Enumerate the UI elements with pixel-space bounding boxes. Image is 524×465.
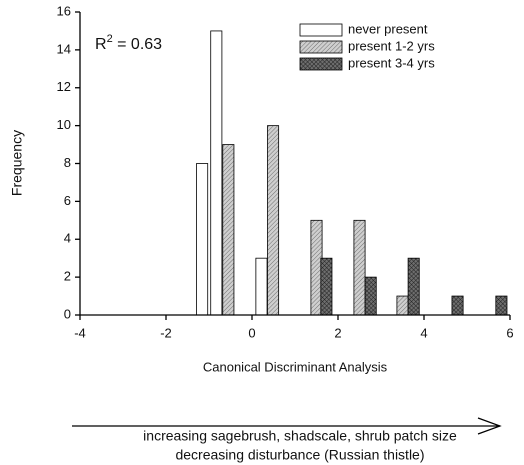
bar — [320, 257, 333, 316]
x-tick-label: 4 — [420, 325, 427, 340]
y-tick-label: 6 — [64, 193, 71, 208]
bar — [353, 219, 366, 316]
caption-line: decreasing disturbance (Russian thistle) — [175, 447, 424, 463]
x-tick-label: -2 — [160, 325, 172, 340]
y-tick-label: 12 — [57, 79, 71, 94]
y-tick-label: 0 — [64, 306, 71, 321]
x-tick-label: 0 — [248, 325, 255, 340]
bar — [364, 276, 377, 316]
x-tick-label: 6 — [506, 325, 513, 340]
bar — [222, 144, 235, 316]
bar — [451, 295, 464, 316]
annotation: R2 = 0.63 — [95, 33, 162, 53]
x-tick-label: -4 — [74, 325, 86, 340]
legend-label: present 3-4 yrs — [348, 55, 435, 70]
legend-swatch — [299, 57, 343, 71]
x-axis-label: Canonical Discriminant Analysis — [203, 359, 388, 374]
legend-label: never present — [348, 21, 428, 36]
bar — [396, 295, 409, 316]
y-tick-label: 4 — [64, 231, 71, 246]
bar — [196, 163, 209, 316]
y-axis-label: Frequency — [9, 130, 25, 196]
bar — [267, 125, 280, 316]
legend-label: present 1-2 yrs — [348, 38, 435, 53]
bar — [407, 257, 420, 316]
bar — [495, 295, 508, 316]
legend-swatch — [299, 40, 343, 54]
y-tick-label: 2 — [64, 269, 71, 284]
x-tick-label: 2 — [334, 325, 341, 340]
bar — [255, 257, 268, 316]
arrow-head — [477, 417, 502, 435]
bar — [210, 30, 223, 316]
y-tick-label: 8 — [64, 155, 71, 170]
y-tick-label: 16 — [57, 3, 71, 18]
y-tick-label: 10 — [57, 117, 71, 132]
legend-swatch — [299, 23, 343, 37]
y-tick-label: 14 — [57, 41, 71, 56]
caption-line: increasing sagebrush, shadscale, shrub p… — [143, 428, 457, 444]
